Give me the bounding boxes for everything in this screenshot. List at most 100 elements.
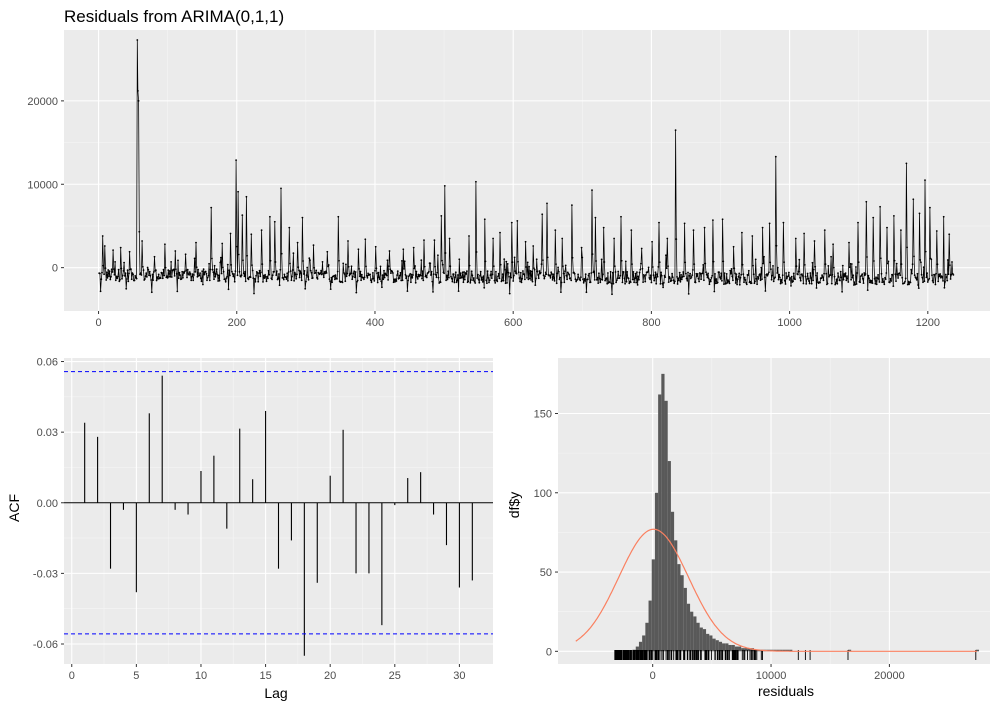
- residual-point: [756, 283, 758, 286]
- residual-point: [311, 277, 314, 279]
- residual-point: [321, 261, 324, 263]
- residual-point: [892, 285, 895, 287]
- residual-point: [810, 282, 813, 285]
- residual-point: [530, 270, 533, 273]
- residual-point: [379, 265, 382, 268]
- residual-point: [167, 269, 170, 271]
- residual-point: [651, 266, 654, 268]
- residual-point: [837, 276, 840, 278]
- residual-point: [117, 275, 119, 278]
- residual-point: [730, 272, 732, 275]
- residual-point: [553, 277, 555, 280]
- residual-point: [581, 256, 584, 259]
- residual-point: [290, 279, 293, 282]
- residual-point: [891, 273, 894, 276]
- residual-point: [185, 269, 188, 271]
- residual-point: [755, 277, 758, 280]
- residual-point: [631, 263, 633, 265]
- residual-point: [700, 278, 702, 281]
- residual-point: [286, 272, 289, 275]
- residual-point: [364, 238, 367, 241]
- residual-point: [507, 271, 510, 274]
- residual-point: [821, 274, 823, 277]
- residual-point: [155, 279, 158, 282]
- residual-point: [528, 277, 531, 280]
- residual-point: [571, 256, 574, 259]
- residual-point: [296, 273, 298, 276]
- residual-point: [617, 270, 620, 273]
- residual-point: [474, 282, 477, 284]
- residual-point: [696, 273, 699, 275]
- residual-point: [517, 271, 520, 274]
- residual-point: [110, 275, 112, 278]
- residual-point: [692, 269, 694, 271]
- residual-point: [759, 279, 762, 282]
- residual-point: [473, 280, 476, 283]
- residual-point: [305, 274, 308, 277]
- residual-point: [523, 273, 526, 275]
- residual-point: [216, 274, 219, 276]
- residual-point: [404, 273, 407, 276]
- residual-point: [511, 261, 514, 264]
- residual-point: [169, 275, 172, 278]
- residual-point: [259, 275, 262, 278]
- residual-point: [463, 278, 466, 281]
- residual-point: [624, 282, 626, 285]
- residual-point: [491, 273, 494, 276]
- residual-point: [330, 276, 333, 279]
- residual-point: [347, 265, 350, 268]
- histogram-bar: [686, 603, 691, 652]
- residual-point: [215, 272, 217, 275]
- residual-point: [269, 259, 272, 262]
- residual-point: [458, 258, 461, 261]
- residual-point: [112, 249, 114, 252]
- residual-point: [792, 280, 794, 283]
- residual-point: [186, 268, 189, 271]
- residual-point: [111, 271, 114, 273]
- residual-point: [483, 286, 486, 289]
- residual-point: [809, 272, 812, 274]
- residual-point: [703, 279, 705, 282]
- residual-point: [99, 272, 101, 275]
- residual-point: [528, 265, 530, 268]
- residual-point: [121, 277, 123, 280]
- residual-point: [768, 222, 771, 225]
- residual-point: [862, 282, 865, 284]
- residual-point: [395, 280, 398, 282]
- residual-point: [466, 270, 468, 272]
- residual-point: [820, 277, 823, 280]
- residual-point: [499, 231, 501, 234]
- residual-point: [580, 246, 583, 249]
- residual-point: [557, 270, 560, 273]
- residual-point: [381, 274, 384, 276]
- residual-point: [778, 273, 781, 276]
- residual-point: [634, 272, 637, 275]
- residual-point: [475, 251, 478, 253]
- residual-point: [874, 282, 877, 285]
- residual-point: [236, 274, 239, 277]
- residual-point: [188, 274, 191, 276]
- residual-point: [553, 280, 556, 282]
- histogram-bar: [635, 646, 639, 652]
- residual-point: [232, 275, 235, 278]
- residual-point: [245, 195, 248, 198]
- residual-point: [687, 293, 690, 295]
- residual-point: [714, 273, 716, 275]
- residual-point: [173, 275, 176, 277]
- residual-point: [783, 261, 785, 264]
- residual-point: [390, 272, 392, 274]
- residual-point: [564, 270, 566, 273]
- residual-point: [204, 270, 207, 273]
- residual-point: [362, 276, 365, 279]
- residual-point: [593, 270, 595, 273]
- residual-point: [707, 272, 709, 275]
- residual-point: [334, 278, 336, 281]
- residual-point: [519, 280, 521, 283]
- residual-point: [613, 265, 616, 268]
- residual-point: [144, 275, 147, 277]
- residual-point: [515, 272, 518, 275]
- series-x-tick-label: 200: [228, 317, 246, 329]
- residual-point: [141, 265, 144, 268]
- residual-point: [683, 275, 685, 278]
- residual-point: [766, 274, 769, 277]
